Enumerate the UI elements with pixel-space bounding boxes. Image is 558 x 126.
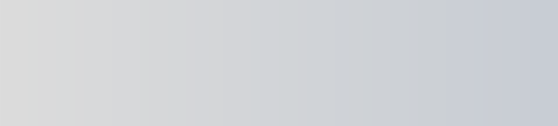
Text: In the above figure, which fiscal policy could help move the
economy to potentia: In the above figure, which fiscal policy… [10,6,408,70]
